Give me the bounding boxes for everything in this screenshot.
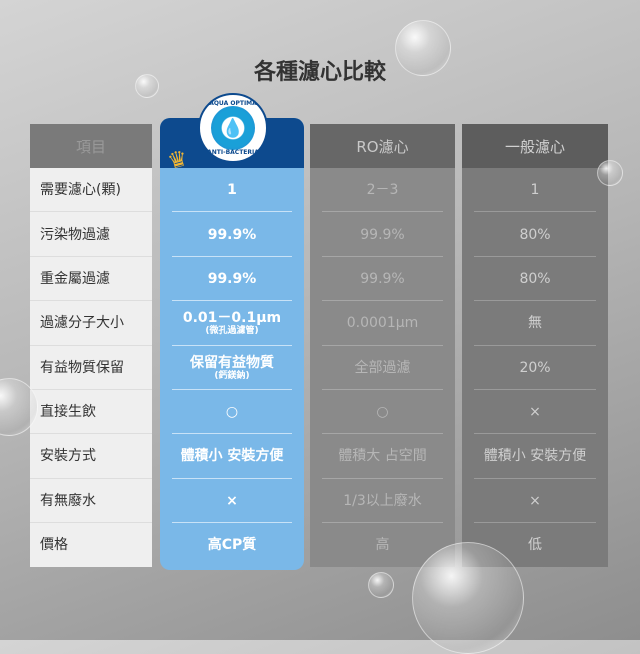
table-cell: 0.01－0.1μm (微孔過濾管) — [160, 301, 304, 346]
cell-value: × — [529, 492, 541, 509]
table-cell: 高 — [310, 523, 455, 567]
table-cell: 保留有益物質 (鈣鎂鈉) — [160, 346, 304, 391]
table-cell: 污染物過濾 — [30, 212, 152, 258]
table-cell: 過濾分子大小 — [30, 301, 152, 346]
cell-value: 低 — [528, 537, 542, 554]
cell-value: 99.9% — [360, 226, 405, 243]
cell-value: 1 — [227, 182, 237, 199]
table-cell: 2－3 — [310, 168, 455, 213]
logo-top-text: AQUA OPTIMA — [209, 100, 257, 107]
table-cell: × — [160, 479, 304, 524]
table-cell: 1 — [462, 168, 608, 213]
table-cell: 需要濾心(顆) — [30, 168, 152, 213]
table-cell: 無 — [462, 301, 608, 346]
cell-value: 全部過濾 — [354, 359, 411, 376]
water-bubble — [597, 160, 623, 186]
table-cell: 有益物質保留 — [30, 346, 152, 391]
table-cell: ○ — [310, 390, 455, 435]
cell-value: 污染物過濾 — [40, 226, 110, 243]
cell-value: 需要濾心(顆) — [40, 182, 121, 199]
water-bubble — [368, 572, 394, 598]
cell-value: 80% — [519, 226, 551, 243]
table-cell: 體積大 占空間 — [310, 434, 455, 480]
table-cell: 價格 — [30, 523, 152, 567]
column-header: 一般濾心 — [462, 124, 608, 168]
cell-value: 高 — [375, 537, 390, 554]
table-cell: 99.9% — [310, 257, 455, 302]
page-title: 各種濾心比較 — [253, 60, 386, 85]
table-cell: 1 — [160, 168, 304, 213]
table-cell: 高CP質 — [160, 523, 304, 567]
column-2: RO濾心 2－3 99.9% 99.9% 0.0001μm 全部過濾 ○ 體積大 占空間 1/3… — [310, 124, 455, 567]
table-cell: × — [462, 390, 608, 435]
table-cell: 低 — [462, 523, 608, 567]
column-0: 項目需要濾心(顆) 污染物過濾重金屬過濾過濾分子大小 有益物質保留 直接生飲安裝方式有… — [30, 124, 152, 567]
cell-note: (鈣鎂鈉) — [214, 370, 250, 381]
table-cell: 99.9% — [160, 257, 304, 302]
cell-value: ○ — [376, 404, 389, 421]
cell-value: 過濾分子大小 — [40, 315, 124, 332]
table-cell: 1/3以上廢水 — [310, 479, 455, 524]
cell-value: ○ — [225, 404, 239, 421]
cell-value: × — [529, 404, 541, 421]
cell-value: 重金屬過濾 — [40, 270, 110, 287]
cell-value: 價格 — [40, 537, 68, 554]
table-cell: 體積小 安裝方便 — [462, 434, 608, 480]
logo-bottom-text: ANTI-BACTERIA — [207, 149, 259, 156]
table-cell: 99.9% — [160, 212, 304, 258]
table-cell: × — [462, 479, 608, 524]
column-header: 項目 — [30, 124, 152, 168]
cell-value: 0.0001μm — [346, 315, 419, 332]
cell-value: 無 — [528, 315, 542, 332]
cell-value: 安裝方式 — [40, 448, 96, 465]
column-1: 1 99.9% 99.9% 0.01－0.1μm (微孔過濾管) 保留有益物質 (鈣鎂鈉) ○… — [160, 118, 304, 570]
table-cell: 安裝方式 — [30, 434, 152, 480]
cell-value: 有益物質保留 — [40, 359, 124, 376]
table-cell: ○ — [160, 390, 304, 435]
table-cell: 全部過濾 — [310, 346, 455, 391]
column-header: RO濾心 — [310, 124, 455, 168]
cell-value: 1 — [530, 182, 540, 199]
table-cell: 80% — [462, 257, 608, 302]
cell-value: 高CP質 — [207, 537, 257, 554]
cell-value: 99.9% — [360, 270, 405, 287]
table-cell: 80% — [462, 212, 608, 258]
cell-note: (微孔過濾管) — [205, 326, 259, 337]
table-cell: 直接生飲 — [30, 390, 152, 435]
cell-value: 2－3 — [366, 182, 399, 199]
cell-value: 99.9% — [207, 226, 257, 243]
water-drop-icon: 💧 — [211, 106, 255, 150]
cell-value: 20% — [519, 359, 551, 376]
water-bubble — [412, 542, 524, 654]
cell-value: 保留有益物質 — [190, 354, 274, 371]
table-cell: 99.9% — [310, 212, 455, 258]
cell-value: 80% — [519, 270, 551, 287]
table-cell: 體積小 安裝方便 — [160, 434, 304, 480]
cell-value: 99.9% — [207, 270, 257, 287]
cell-value: 1/3以上廢水 — [343, 492, 422, 509]
table-cell: 20% — [462, 346, 608, 391]
cell-value: × — [226, 492, 238, 509]
cell-value: 有無廢水 — [40, 492, 96, 509]
cell-value: 體積大 占空間 — [338, 448, 427, 465]
cell-value: 體積小 安裝方便 — [180, 448, 284, 465]
water-bubble — [135, 74, 159, 98]
cell-value: 0.01－0.1μm — [182, 310, 282, 327]
aqua-optima-logo: AQUA OPTIMA 💧 ANTI-BACTERIA — [198, 93, 268, 163]
table-cell: 有無廢水 — [30, 479, 152, 524]
column-3: 一般濾心 1 80% 80% 無 20% × 體積小 安裝方便 × 低 — [462, 124, 608, 567]
water-bubble — [395, 20, 451, 76]
cell-value: 直接生飲 — [40, 404, 96, 421]
table-cell: 0.0001μm — [310, 301, 455, 346]
cell-value: 體積小 安裝方便 — [483, 448, 587, 465]
table-cell: 重金屬過濾 — [30, 257, 152, 302]
